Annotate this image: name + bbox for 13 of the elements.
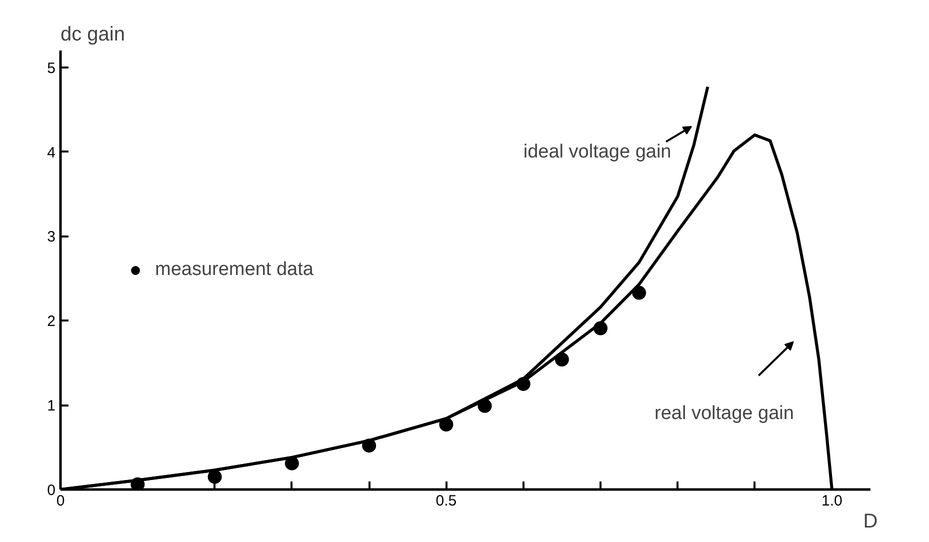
y-tick-label: 2 [47, 313, 56, 330]
x-axis-title: D [863, 510, 878, 532]
series-label: ideal voltage gain [523, 141, 672, 162]
y-tick-label: 3 [47, 228, 56, 246]
y-axis-title: dc gain [60, 24, 125, 46]
series-label: real voltage gain [654, 403, 794, 424]
x-tick-label: 0.5 [436, 492, 457, 510]
y-tick-label: 0 [47, 482, 56, 499]
y-tick-label: 4 [47, 144, 56, 162]
x-tick-label: 1.0 [822, 492, 842, 510]
y-tick-label: 1 [47, 398, 56, 415]
y-tick-label: 5 [47, 60, 56, 77]
legend-label: measurement data [155, 258, 314, 280]
